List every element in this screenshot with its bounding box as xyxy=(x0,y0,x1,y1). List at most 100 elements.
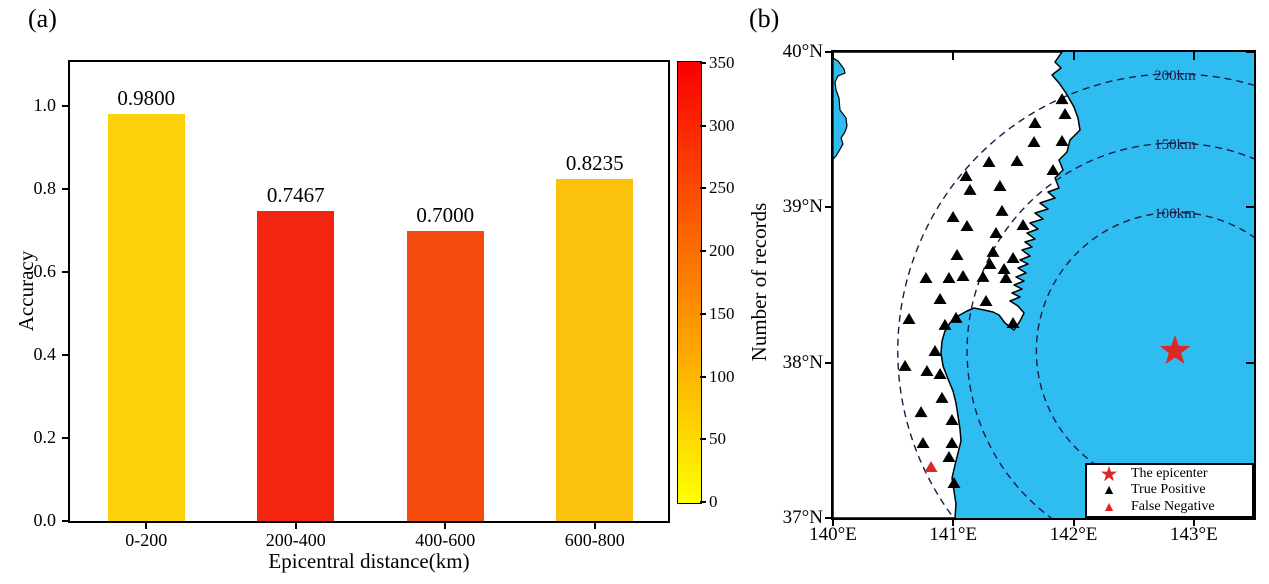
station-true-positive xyxy=(945,413,959,425)
colorbar-tick-label: 50 xyxy=(709,429,726,449)
colorbar-frame xyxy=(677,61,702,504)
true-positive-triangle-icon xyxy=(1087,482,1131,498)
map-x-tick-label: 141°E xyxy=(929,524,978,545)
colorbar-tick-mark xyxy=(700,312,706,315)
panel-a-label: (a) xyxy=(28,4,57,33)
map-x-tick-label: 143°E xyxy=(1169,524,1218,545)
station-true-positive xyxy=(993,180,1007,192)
station-true-positive xyxy=(983,258,997,270)
map-y-tick-mark-right xyxy=(1246,206,1254,209)
map-legend: The epicenter True Positive False Negati… xyxy=(1085,463,1254,518)
x-tick-label: 400-600 xyxy=(415,530,476,550)
stations xyxy=(898,93,1072,489)
map-x-tick-mark-top xyxy=(952,52,955,60)
bar-chart-axes xyxy=(68,60,670,523)
map-y-tick-mark-right xyxy=(1246,361,1254,364)
map-y-tick-label: 37°N xyxy=(782,507,823,528)
map-x-tick-mark xyxy=(952,518,955,526)
colorbar-tick-mark xyxy=(700,250,706,253)
map-x-tick-mark-top xyxy=(1072,52,1075,60)
map-y-tick-mark-right xyxy=(1246,517,1254,519)
station-true-positive xyxy=(982,155,996,167)
colorbar-tick-mark xyxy=(700,438,706,441)
map-x-tick-label: 142°E xyxy=(1049,524,1098,545)
false-negative-triangle-icon xyxy=(1087,499,1131,515)
map-y-tick-mark xyxy=(825,517,833,519)
legend-label: False Negative xyxy=(1131,498,1215,514)
station-true-positive xyxy=(1016,219,1030,231)
x-tick-mark xyxy=(444,521,447,529)
legend-row-epicenter: The epicenter xyxy=(1087,466,1252,482)
station-true-positive xyxy=(898,359,912,371)
x-tick-label: 200-400 xyxy=(265,530,326,550)
station-true-positive xyxy=(902,313,916,325)
colorbar-tick-mark xyxy=(700,124,706,127)
station-true-positive xyxy=(960,219,974,231)
colorbar-tick-label: 150 xyxy=(709,303,735,323)
station-true-positive xyxy=(928,345,942,357)
distance-ring-200 xyxy=(897,73,1254,518)
distance-ring-150 xyxy=(966,142,1254,518)
station-true-positive xyxy=(919,272,933,284)
bar-value-label: 0.8235 xyxy=(565,151,624,176)
panel-b-label: (b) xyxy=(749,4,780,33)
bar-400-600 xyxy=(406,230,484,521)
colorbar-tick-mark xyxy=(700,62,706,64)
y-tick-mark xyxy=(62,437,70,439)
colorbar-tick-mark xyxy=(700,187,706,190)
station-true-positive xyxy=(947,477,961,489)
map-y-tick-mark xyxy=(825,51,833,53)
station-true-positive xyxy=(963,183,977,195)
legend-label: True Positive xyxy=(1131,482,1206,498)
map-x-tick-mark xyxy=(1072,518,1075,526)
y-tick-label: 0.6 xyxy=(33,261,57,281)
station-true-positive xyxy=(1006,317,1020,329)
station-true-positive xyxy=(976,270,990,282)
colorbar-tick-mark xyxy=(700,375,706,378)
station-true-positive xyxy=(995,204,1009,216)
map-x-tick-mark xyxy=(832,518,834,526)
y-tick-label: 0.8 xyxy=(33,178,57,198)
station-true-positive xyxy=(933,292,947,304)
station-true-positive xyxy=(1010,155,1024,167)
epicenter-star xyxy=(1159,335,1191,364)
x-tick-mark xyxy=(145,521,148,529)
colorbar-tick-label: 200 xyxy=(709,241,735,261)
station-true-positive xyxy=(956,269,970,281)
map-y-tick-mark xyxy=(825,361,833,364)
colorbar-tick-mark xyxy=(700,501,706,503)
station-true-positive xyxy=(997,263,1011,275)
y-tick-label: 0.2 xyxy=(33,427,57,447)
colorbar-gradient xyxy=(678,62,701,503)
map-y-tick-label: 39°N xyxy=(782,196,823,218)
y-tick-mark xyxy=(62,271,70,273)
station-true-positive xyxy=(989,226,1003,238)
map-x-tick-label: 140°E xyxy=(809,524,857,545)
map-x-tick-mark-top xyxy=(832,52,834,60)
station-true-positive xyxy=(945,436,959,448)
station-true-positive xyxy=(1058,107,1072,119)
bar-value-label: 0.7000 xyxy=(416,202,475,227)
y-tick-mark xyxy=(62,105,70,107)
station-true-positive xyxy=(950,249,964,261)
x-tick-mark xyxy=(294,521,297,529)
station-true-positive xyxy=(959,169,973,181)
station-false-negative xyxy=(924,461,938,473)
map-x-tick-mark xyxy=(1192,518,1195,526)
japan-sea-inlet xyxy=(833,57,848,160)
station-true-positive xyxy=(949,311,963,323)
colorbar-tick-label: 300 xyxy=(709,115,735,135)
epicenter xyxy=(1159,335,1191,364)
bar-200-400 xyxy=(257,211,335,521)
station-true-positive xyxy=(1028,116,1042,128)
station-true-positive xyxy=(914,406,928,418)
map-y-tick-label: 40°N xyxy=(782,41,823,62)
station-true-positive xyxy=(999,272,1013,284)
map-y-tick-mark xyxy=(825,206,833,209)
legend-row-false-negative: False Negative xyxy=(1087,499,1252,515)
x-tick-mark xyxy=(593,521,596,529)
map-y-tick-label: 38°N xyxy=(782,351,823,373)
station-true-positive xyxy=(946,210,960,222)
station-true-positive xyxy=(979,294,993,306)
